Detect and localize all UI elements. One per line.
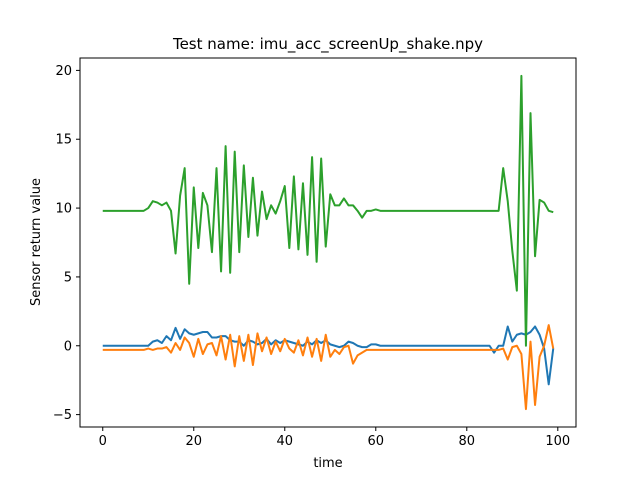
x-axis-label: time xyxy=(313,456,342,471)
chart-title: Test name: imu_acc_screenUp_shake.npy xyxy=(172,35,483,54)
x-tick-label: 60 xyxy=(368,434,385,449)
y-axis-label: Sensor return value xyxy=(29,178,44,306)
y-tick-label: 0 xyxy=(64,339,72,354)
y-tick-label: −5 xyxy=(53,408,72,423)
x-tick-label: 40 xyxy=(276,434,293,449)
x-tick-label: 0 xyxy=(99,434,107,449)
series-line-1 xyxy=(102,325,555,386)
x-tick-label: 20 xyxy=(185,434,202,449)
plot-frame xyxy=(79,57,577,428)
y-tick-label: 10 xyxy=(55,202,72,217)
y-tick-label: 20 xyxy=(55,64,72,79)
series-line-2 xyxy=(102,324,555,411)
plot-lines xyxy=(102,74,555,411)
x-tick-label: 80 xyxy=(459,434,476,449)
series-line-3 xyxy=(102,74,554,347)
y-axis: −5 0 5 10 15 20 xyxy=(53,64,80,423)
y-tick-label: 15 xyxy=(55,133,72,148)
y-tick-label: 5 xyxy=(64,270,72,285)
x-axis: 0 20 40 60 80 100 xyxy=(99,427,570,449)
x-tick-label: 100 xyxy=(545,434,570,449)
